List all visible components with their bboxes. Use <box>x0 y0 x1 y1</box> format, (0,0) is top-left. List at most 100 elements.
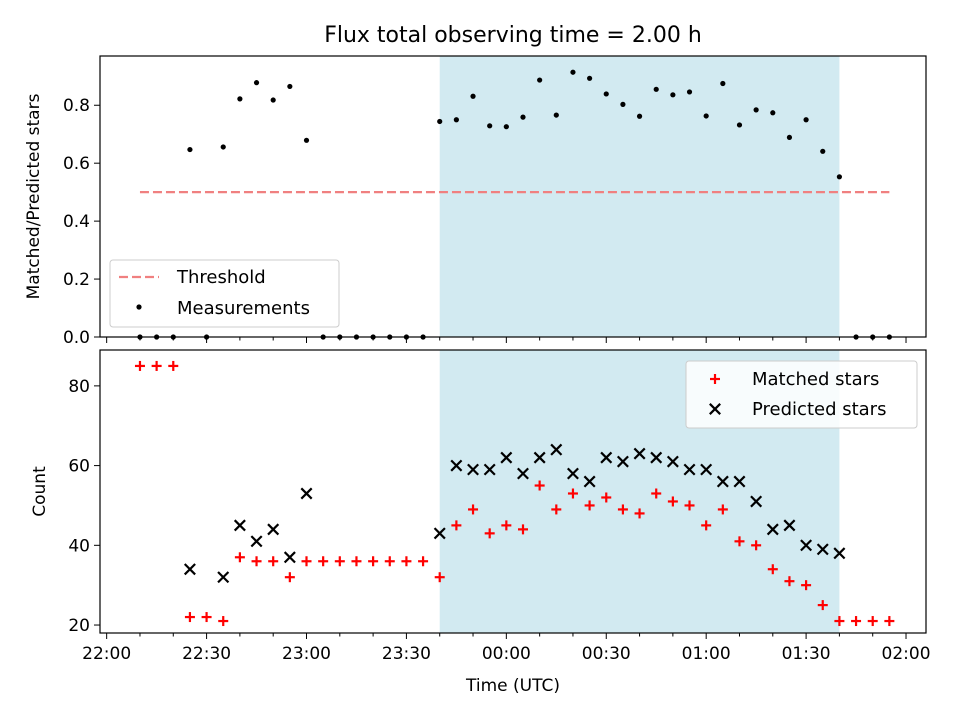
matched-stars-point <box>651 488 662 499</box>
legend-measurements-label: Measurements <box>177 298 310 319</box>
x-tick-label: 22:00 <box>82 644 131 664</box>
measurements-point <box>503 124 509 130</box>
predicted-stars-point <box>433 527 446 540</box>
x-tick-label: 22:30 <box>182 644 231 664</box>
matched-stars-point <box>318 556 329 567</box>
predicted-stars-point <box>467 463 480 476</box>
measurements-point <box>636 113 643 119</box>
measurements-point <box>770 110 776 116</box>
y-tick-label: 0.4 <box>63 212 90 232</box>
predicted-stars-point <box>283 551 296 564</box>
legend-matched-stars-swatch <box>710 374 720 384</box>
matched-stars-point <box>634 508 645 519</box>
matched-stars-point <box>551 504 562 515</box>
measurements-point <box>553 112 559 118</box>
predicted-stars-point <box>716 475 729 488</box>
predicted-stars-point <box>450 459 463 472</box>
matched-stars-point <box>468 504 479 515</box>
matched-stars-point <box>617 504 628 515</box>
matched-stars-point <box>234 552 245 563</box>
matched-stars-point <box>751 540 762 551</box>
matched-stars-point <box>501 520 512 531</box>
matched-stars-point <box>434 572 445 583</box>
predicted-stars-point <box>517 467 529 480</box>
legend: Threshold Measurements <box>109 259 340 328</box>
measurements-point <box>253 80 260 86</box>
matched-stars-point <box>418 556 429 567</box>
y-tick-label: 0.8 <box>63 96 90 116</box>
matched-stars-point <box>667 496 678 507</box>
y-axis-label: Count <box>30 466 50 517</box>
measurements-point <box>237 96 243 102</box>
predicted-stars-point <box>733 475 746 488</box>
measurements-point <box>587 75 593 81</box>
matched-stars-point <box>401 556 412 567</box>
matched-stars-point <box>817 600 828 611</box>
measurements-point <box>270 97 276 103</box>
matched-stars-point <box>151 360 162 371</box>
bottom-panel: 22:00 22:30 23:00 23:30 00:00 00:30 01:00 01:30… <box>30 349 931 696</box>
matched-stars-point <box>517 524 528 535</box>
matched-stars-point <box>884 616 895 627</box>
measurements-point <box>470 93 476 99</box>
measurements-point <box>453 117 459 123</box>
matched-stars-point <box>784 576 795 587</box>
matched-stars-point <box>351 556 362 567</box>
predicted-stars-point <box>300 487 313 500</box>
measurements-point <box>836 174 843 180</box>
matched-stars-point <box>268 556 279 567</box>
y-tick-label: 0.2 <box>63 270 90 290</box>
matched-stars-point <box>184 612 195 623</box>
predicted-stars-point <box>750 495 763 508</box>
legend-predicted-stars-swatch <box>709 403 721 415</box>
measurements-point <box>703 113 709 119</box>
matched-stars-point <box>684 500 695 511</box>
predicted-stars-point <box>250 535 263 548</box>
measurements-point <box>220 144 226 150</box>
matched-stars-point <box>801 580 812 591</box>
x-tick-label: 23:00 <box>282 644 331 664</box>
measurements-point <box>303 137 310 143</box>
predicted-stars-point <box>700 463 713 476</box>
matched-stars-point <box>834 616 845 627</box>
x-tick-label: 01:30 <box>782 644 831 664</box>
predicted-stars-point <box>233 519 246 532</box>
predicted-stars-point <box>267 523 280 536</box>
measurements-point <box>820 148 826 154</box>
matched-stars-point <box>168 360 179 371</box>
matched-stars-point <box>218 616 229 627</box>
matched-stars-point <box>134 360 145 371</box>
chart-title: Flux total observing time = 2.00 h <box>324 23 702 48</box>
y-tick-label: 40 <box>68 536 90 556</box>
matched-stars-point <box>601 492 612 503</box>
observing-window-shade <box>439 56 840 337</box>
measurements-point <box>736 122 743 128</box>
x-tick-label: 01:00 <box>682 644 731 664</box>
measurements-point <box>570 69 576 75</box>
legend-threshold-label: Threshold <box>176 267 266 288</box>
top-panel: 0.0 0.2 0.4 0.6 0.8 Matched/Predicted stars Th… <box>24 55 927 348</box>
predicted-stars-point <box>666 455 679 468</box>
predicted-stars-point <box>600 451 613 464</box>
matched-stars-point <box>584 500 595 511</box>
legend-predicted-stars-label: Predicted stars <box>752 399 886 420</box>
matched-stars-point <box>851 616 862 627</box>
axes-frame <box>99 349 927 634</box>
legend: Matched stars Predicted stars <box>685 360 918 429</box>
measurements-point <box>537 77 543 83</box>
predicted-stars-point <box>183 563 196 576</box>
legend-measurements-swatch <box>136 304 142 310</box>
matched-stars-point <box>867 616 878 627</box>
measurements-point <box>187 146 193 153</box>
legend-box <box>685 360 918 429</box>
x-tick-label: 23:30 <box>382 644 431 664</box>
measurements-point <box>620 101 626 107</box>
matched-stars-point <box>567 488 578 499</box>
predicted-stars-point <box>483 463 496 476</box>
predicted-stars-point <box>816 543 829 556</box>
predicted-stars-point <box>616 455 629 468</box>
predicted-stars-point <box>566 467 579 480</box>
predicted-stars-point <box>783 519 796 532</box>
measurements-point <box>670 92 676 98</box>
measurements-point <box>437 118 443 125</box>
